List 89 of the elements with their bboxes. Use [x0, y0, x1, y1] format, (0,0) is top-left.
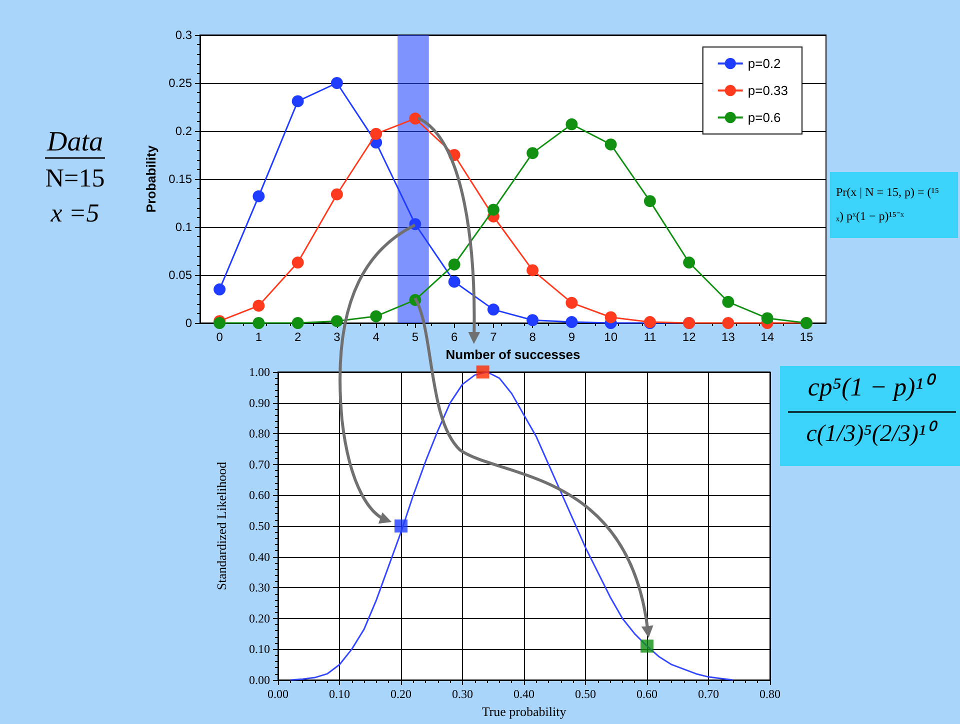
y-tick-label: 0.15	[168, 172, 192, 186]
y-tick-label: 0.3	[175, 28, 192, 42]
point	[640, 640, 654, 653]
point	[448, 276, 460, 288]
legend-label: p=0.2	[748, 56, 781, 71]
y-tick-label: 0.50	[249, 519, 270, 533]
x-tick-label: 2	[294, 330, 302, 344]
point	[722, 317, 734, 329]
x-tick-label: 12	[682, 330, 696, 344]
y-tick-label: 0.40	[249, 550, 270, 564]
x-tick-label: 0.40	[514, 687, 534, 701]
x-tick-label: 0.70	[698, 687, 719, 701]
y-tick-label: 0.80	[249, 426, 270, 441]
y-tick-label: 0.25	[168, 76, 192, 90]
point	[526, 264, 539, 276]
y-tick-label: 0.1	[175, 220, 192, 234]
point	[487, 304, 500, 316]
point	[526, 147, 539, 160]
y-tick-label: 0.60	[249, 488, 270, 502]
point	[252, 300, 265, 312]
x-tick-label: 1	[255, 330, 262, 344]
point	[370, 128, 382, 140]
x-tick-label: 7	[490, 330, 498, 344]
point	[566, 118, 578, 130]
x-tick-label: 0	[216, 330, 224, 344]
y-tick-label: 0.05	[168, 268, 192, 282]
point	[252, 317, 265, 329]
text: x =5	[50, 198, 100, 228]
x-tick-label: 0.80	[760, 687, 780, 701]
point	[604, 311, 617, 324]
point	[330, 188, 343, 200]
point	[566, 296, 578, 309]
legend-label: p=0.6	[748, 110, 781, 125]
x-tick-label: 14	[760, 330, 774, 344]
point	[644, 195, 656, 208]
y-tick-label: 0.2	[175, 124, 192, 138]
y-tick-label: 0.30	[249, 580, 270, 595]
point	[448, 258, 460, 270]
point	[292, 95, 304, 108]
point	[330, 315, 343, 328]
x-tick-label: 6	[450, 330, 458, 344]
point	[566, 316, 578, 328]
x-axis-title: Number of successes	[446, 346, 580, 362]
x-tick-label: 10	[604, 330, 618, 344]
x-tick-label: 0.30	[452, 687, 473, 701]
x-tick-label: 4	[372, 330, 380, 344]
y-tick-label: 0.10	[249, 642, 270, 656]
x-axis-title: True probability	[482, 704, 567, 719]
x-tick-label: 0.10	[329, 687, 350, 701]
x-tick-label: 0.50	[575, 687, 596, 701]
text: c(1/3)⁵(2/3)¹⁰	[806, 420, 939, 447]
x-tick-label: 5	[412, 330, 419, 344]
point	[214, 283, 226, 296]
legend-label: p=0.33	[748, 83, 788, 98]
x-tick-label: 11	[644, 330, 656, 344]
y-tick-label: 0.00	[249, 673, 270, 687]
text: cp⁵(1 − p)¹⁰	[808, 372, 938, 402]
y-axis-title: Standardized Likelihood	[214, 461, 229, 590]
point	[292, 317, 304, 329]
point	[252, 190, 265, 202]
text: N=15	[45, 164, 105, 192]
point	[683, 256, 696, 269]
text: Data	[46, 126, 103, 158]
point	[292, 256, 304, 269]
x-tick-label: 13	[722, 330, 736, 344]
y-tick-label: 0.90	[249, 396, 270, 410]
text: Pr(x | N = 15, p) = (¹⁵ₓ) pˣ(1 − p)¹⁵⁻ˣ	[836, 185, 940, 223]
point	[409, 112, 422, 125]
x-tick-label: 3	[334, 330, 341, 344]
point	[487, 204, 500, 216]
point	[476, 366, 490, 378]
x-tick-label: 0.20	[390, 687, 412, 701]
x-tick-label: 8	[529, 330, 536, 344]
y-tick-label: 0.70	[249, 457, 270, 472]
point	[761, 312, 774, 324]
y-tick-label: 1.00	[249, 365, 270, 379]
x-tick-label: 15	[800, 330, 814, 344]
point	[394, 520, 408, 532]
x-tick-label: 0.60	[636, 687, 658, 701]
y-tick-label: 0	[185, 316, 192, 330]
point	[722, 296, 734, 308]
point	[330, 77, 343, 89]
x-tick-label: 9	[568, 330, 576, 344]
point	[370, 310, 382, 322]
x-tick-label: 0.00	[268, 687, 288, 701]
point	[604, 138, 617, 150]
y-tick-label: 0.20	[249, 611, 270, 626]
y-axis-title: Probability	[144, 144, 159, 213]
point	[526, 314, 539, 326]
